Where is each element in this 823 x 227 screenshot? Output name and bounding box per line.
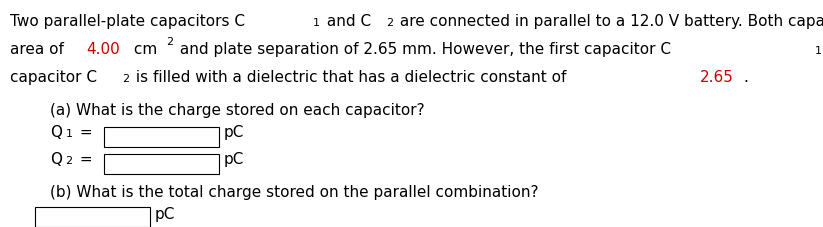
Text: pC: pC <box>224 125 244 140</box>
Text: 1: 1 <box>66 129 72 139</box>
Text: .: . <box>743 70 748 85</box>
Text: and C: and C <box>323 14 371 29</box>
Text: (b) What is the total charge stored on the parallel combination?: (b) What is the total charge stored on t… <box>50 185 538 200</box>
Text: (a) What is the charge stored on each capacitor?: (a) What is the charge stored on each ca… <box>50 103 425 118</box>
Text: pC: pC <box>155 207 175 222</box>
Polygon shape <box>104 127 219 147</box>
Text: pC: pC <box>224 152 244 167</box>
Text: =: = <box>75 125 97 140</box>
Text: Q: Q <box>50 125 62 140</box>
Polygon shape <box>104 154 219 174</box>
Text: area of: area of <box>10 42 69 57</box>
Text: 1: 1 <box>314 18 320 28</box>
Text: 4.00: 4.00 <box>86 42 119 57</box>
Text: 2.65: 2.65 <box>700 70 733 85</box>
Text: 2: 2 <box>165 37 173 47</box>
Text: and plate separation of 2.65 mm. However, the first capacitor C: and plate separation of 2.65 mm. However… <box>175 42 671 57</box>
Text: 2: 2 <box>66 156 72 166</box>
Text: cm: cm <box>129 42 158 57</box>
Text: capacitor C: capacitor C <box>10 70 97 85</box>
Text: =: = <box>75 152 97 167</box>
Polygon shape <box>35 207 150 227</box>
Text: is filled with a dielectric that has a dielectric constant of: is filled with a dielectric that has a d… <box>132 70 572 85</box>
Text: 2: 2 <box>386 18 393 28</box>
Text: 1: 1 <box>815 46 822 56</box>
Text: are connected in parallel to a 12.0 V battery. Both capacitors have the same pla: are connected in parallel to a 12.0 V ba… <box>395 14 823 29</box>
Text: Two parallel-plate capacitors C: Two parallel-plate capacitors C <box>10 14 245 29</box>
Text: 2: 2 <box>123 74 129 84</box>
Text: Q: Q <box>50 152 62 167</box>
